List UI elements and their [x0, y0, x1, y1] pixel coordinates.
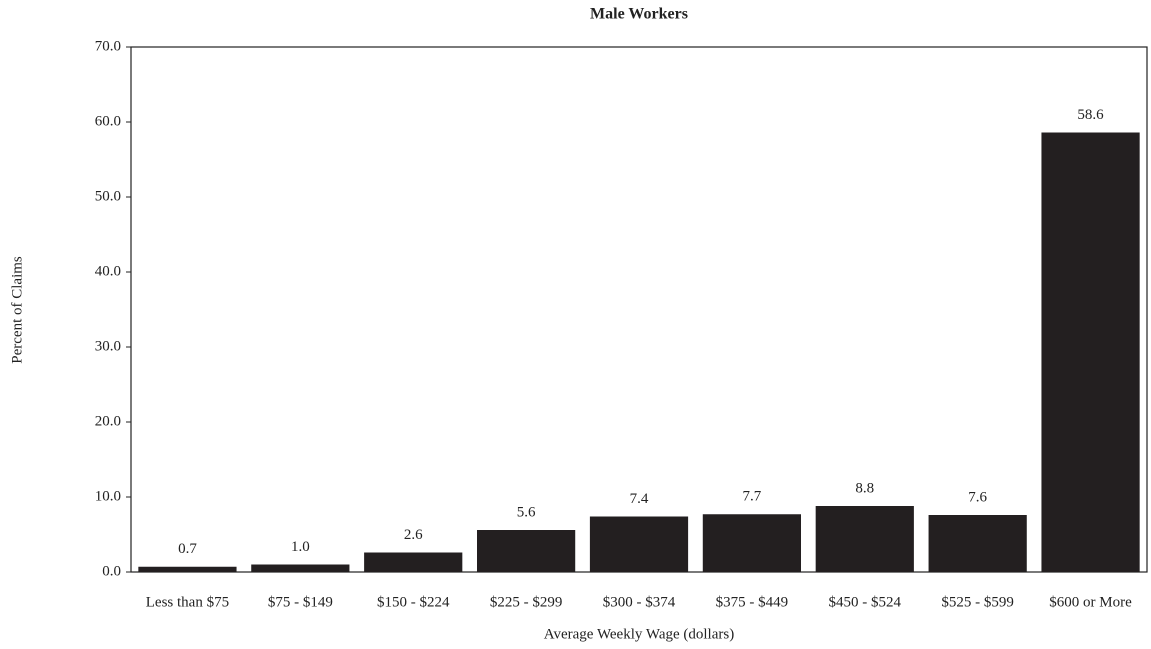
y-tick-label: 60.0 [95, 113, 121, 129]
value-label: 8.8 [855, 480, 874, 496]
x-tick-label: $75 - $149 [268, 594, 333, 610]
chart-title: Male Workers [590, 6, 688, 23]
x-tick-label: $375 - $449 [716, 594, 789, 610]
y-axis-label: Percent of Claims [9, 256, 25, 364]
y-tick-label: 40.0 [95, 263, 121, 279]
bar [364, 552, 463, 572]
x-tick-label: $450 - $524 [829, 594, 902, 610]
value-label: 7.6 [968, 489, 987, 505]
value-label: 5.6 [517, 504, 536, 520]
x-axis-label: Average Weekly Wage (dollars) [544, 626, 734, 642]
value-label: 7.4 [630, 491, 649, 507]
bar [138, 566, 237, 572]
value-label: 2.6 [404, 527, 423, 543]
value-label: 0.7 [178, 541, 197, 557]
bar [589, 516, 689, 572]
y-tick-label: 50.0 [95, 188, 121, 204]
y-tick-label: 30.0 [95, 338, 121, 354]
bar [702, 514, 801, 572]
x-tick-label: Less than $75 [146, 594, 229, 610]
bar [477, 530, 576, 572]
bar [928, 515, 1027, 572]
x-tick-label: $150 - $224 [377, 594, 450, 610]
x-tick-label: $600 or More [1049, 594, 1132, 610]
x-tick-label: $525 - $599 [941, 594, 1014, 610]
x-tick-label: $225 - $299 [490, 594, 563, 610]
y-tick-label: 10.0 [95, 488, 121, 504]
bar [251, 564, 350, 572]
y-tick-label: 70.0 [95, 38, 121, 54]
x-tick-label: $300 - $374 [603, 594, 676, 610]
value-label: 58.6 [1077, 107, 1104, 123]
bar [1041, 132, 1140, 572]
y-tick-label: 0.0 [102, 563, 121, 579]
y-tick-label: 20.0 [95, 413, 121, 429]
value-label: 1.0 [291, 539, 310, 555]
bar [815, 506, 914, 572]
value-label: 7.7 [743, 489, 762, 505]
